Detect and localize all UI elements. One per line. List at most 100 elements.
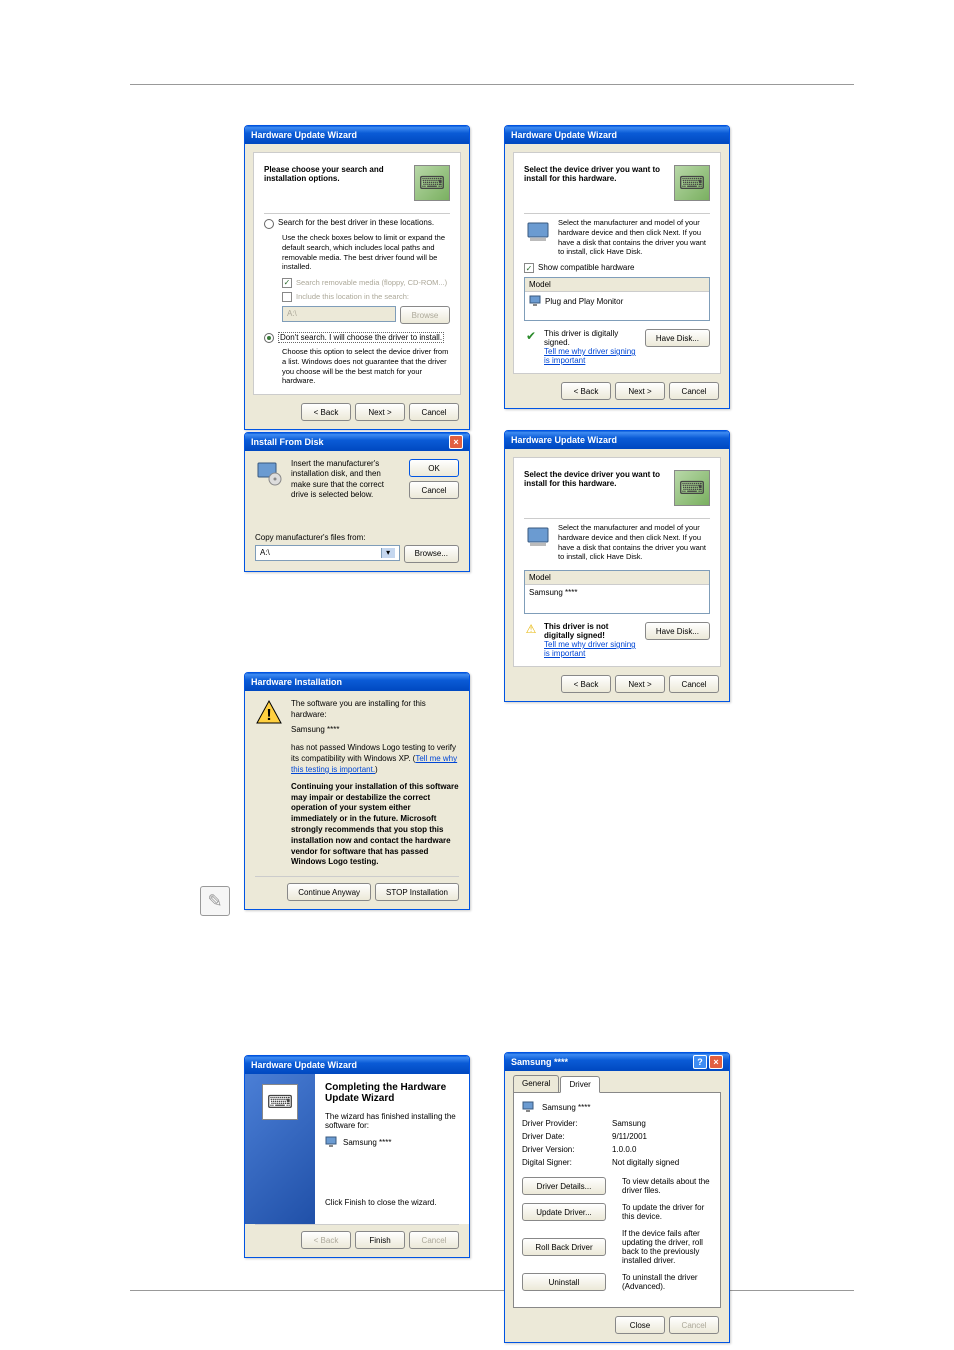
title-text: Hardware Update Wizard	[251, 130, 357, 140]
radio-dont-search[interactable]: Don't search. I will choose the driver t…	[264, 332, 450, 343]
header-text: Select the device driver you want to ins…	[524, 470, 674, 488]
browse-button[interactable]: Browse...	[404, 545, 459, 563]
browse-button[interactable]: Browse	[400, 306, 450, 324]
note-icon: ✎	[200, 886, 230, 916]
content: Completing the Hardware Update Wizard Th…	[315, 1074, 469, 1224]
panel: Select the device driver you want to ins…	[513, 457, 721, 667]
radio-note: Use the check boxes below to limit or ex…	[282, 233, 450, 272]
chip-icon: ⌨	[262, 1084, 298, 1120]
chk-removable[interactable]: ✓ Search removable media (floppy, CD-ROM…	[282, 278, 450, 288]
sig-value: Not digitally signed	[612, 1158, 712, 1167]
driver-signing-link[interactable]: Tell me why driver signing is important	[544, 347, 639, 365]
dropdown-icon: ▾	[381, 548, 395, 558]
model-list[interactable]: Model Samsung ****	[524, 570, 710, 614]
cancel-button[interactable]: Cancel	[409, 403, 459, 421]
cancel-button[interactable]: Cancel	[669, 1316, 719, 1334]
help-button[interactable]: ?	[693, 1055, 707, 1069]
chip-icon: ⌨	[414, 165, 450, 201]
chk-compat[interactable]: ✓ Show compatible hardware	[524, 263, 710, 273]
monitor-icon	[522, 1101, 534, 1113]
rollback-button[interactable]: Roll Back Driver	[522, 1238, 606, 1256]
tab-driver[interactable]: Driver	[560, 1076, 599, 1093]
signed-text: This driver is digitally signed.	[544, 329, 639, 347]
ver-label: Driver Version:	[522, 1145, 602, 1154]
instruction-text: Select the manufacturer and model of you…	[558, 523, 710, 562]
panel: Insert the manufacturer's installation d…	[255, 459, 459, 563]
page-rule	[130, 1290, 854, 1291]
tab-body: Samsung **** Driver Provider:Samsung Dri…	[513, 1092, 721, 1308]
have-disk-button[interactable]: Have Disk...	[645, 329, 710, 347]
path-input[interactable]: A:\	[282, 306, 396, 322]
wizard-header: Please choose your search and installati…	[264, 161, 450, 209]
titlebar: Hardware Update Wizard	[245, 126, 469, 144]
divider	[524, 213, 710, 214]
chk-label: Show compatible hardware	[538, 263, 635, 272]
driver-details-button[interactable]: Driver Details...	[522, 1177, 606, 1195]
next-button[interactable]: Next >	[615, 382, 665, 400]
panel: Please choose your search and installati…	[253, 152, 461, 395]
heading: Completing the Hardware Update Wizard	[325, 1082, 459, 1104]
close-button[interactable]: ×	[449, 435, 463, 449]
continue-button[interactable]: Continue Anyway	[287, 883, 371, 901]
close-button[interactable]: Close	[615, 1316, 665, 1334]
title-text: Hardware Update Wizard	[511, 435, 617, 445]
ok-button[interactable]: OK	[409, 459, 459, 477]
radio-label: Search for the best driver in these loca…	[278, 218, 434, 227]
title-text: Hardware Installation	[251, 677, 342, 687]
chk-location[interactable]: Include this location in the search:	[282, 292, 450, 302]
device-name: Samsung ****	[542, 1103, 590, 1112]
cancel-button[interactable]: Cancel	[409, 1231, 459, 1249]
model-name: Plug and Play Monitor	[545, 297, 623, 306]
date-value: 9/11/2001	[612, 1132, 712, 1141]
chk-label: Include this location in the search:	[296, 292, 409, 302]
desc: To uninstall the driver (Advanced).	[622, 1273, 712, 1291]
svg-text:!: !	[266, 707, 271, 724]
tab-general[interactable]: General	[513, 1075, 559, 1092]
panel: ! The software you are installing for th…	[255, 699, 459, 868]
radio-search[interactable]: Search for the best driver in these loca…	[264, 218, 450, 229]
list-item[interactable]: Samsung ****	[525, 585, 709, 600]
monitor-icon	[529, 295, 541, 307]
close-button[interactable]: ×	[709, 1055, 723, 1069]
path-row: A:\ Browse	[282, 306, 450, 324]
checkbox-icon: ✓	[524, 263, 534, 273]
list-item[interactable]: Plug and Play Monitor	[525, 292, 709, 310]
cert-icon: ✔	[524, 329, 538, 343]
titlebar: Hardware Update Wizard	[505, 431, 729, 449]
update-driver-button[interactable]: Update Driver...	[522, 1203, 606, 1221]
title-text: Hardware Update Wizard	[511, 130, 617, 140]
cancel-button[interactable]: Cancel	[669, 382, 719, 400]
back-button[interactable]: < Back	[561, 675, 611, 693]
driver-signing-link[interactable]: Tell me why driver signing is important	[544, 640, 639, 658]
divider	[524, 518, 710, 519]
cancel-button[interactable]: Cancel	[409, 481, 459, 499]
disk-icon	[524, 218, 552, 246]
checkbox-icon: ✓	[282, 278, 292, 288]
property-grid: Driver Provider:Samsung Driver Date:9/11…	[522, 1119, 712, 1167]
wizard-header: Select the device driver you want to ins…	[524, 161, 710, 209]
device-header: Samsung ****	[522, 1101, 712, 1113]
list-header: Model	[525, 571, 709, 585]
back-button[interactable]: < Back	[301, 1231, 351, 1249]
path-combo[interactable]: A:\ ▾	[255, 545, 400, 561]
uninstall-button[interactable]: Uninstall	[522, 1273, 606, 1291]
body: ⌨ Completing the Hardware Update Wizard …	[245, 1074, 469, 1224]
back-button[interactable]: < Back	[561, 382, 611, 400]
dialog-completing: Hardware Update Wizard ⌨ Completing the …	[244, 1055, 470, 1258]
cancel-button[interactable]: Cancel	[669, 675, 719, 693]
device-name: Samsung ****	[291, 725, 459, 736]
checkbox-icon	[282, 292, 292, 302]
desc: If the device fails after updating the d…	[622, 1229, 712, 1265]
next-button[interactable]: Next >	[615, 675, 665, 693]
have-disk-button[interactable]: Have Disk...	[645, 622, 710, 640]
radio-note: Choose this option to select the device …	[282, 347, 450, 386]
next-button[interactable]: Next >	[355, 403, 405, 421]
line1: The wizard has finished installing the s…	[325, 1112, 459, 1130]
stop-button[interactable]: STOP Installation	[375, 883, 459, 901]
wizard-header: Select the device driver you want to ins…	[524, 466, 710, 514]
back-button[interactable]: < Back	[301, 403, 351, 421]
warning-icon: !	[255, 699, 283, 868]
finish-button[interactable]: Finish	[355, 1231, 405, 1249]
row-details: Driver Details... To view details about …	[522, 1177, 712, 1195]
model-list[interactable]: Model Plug and Play Monitor	[524, 277, 710, 321]
